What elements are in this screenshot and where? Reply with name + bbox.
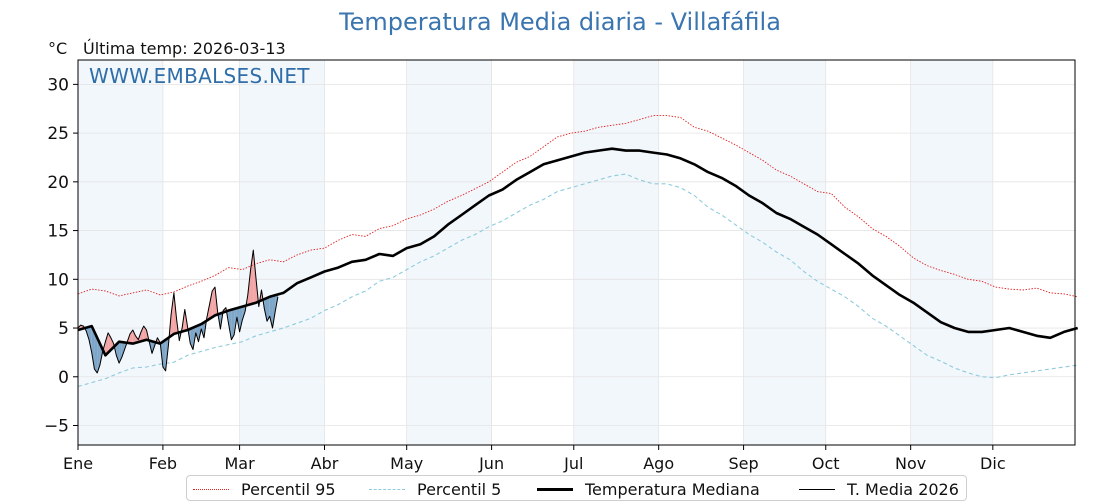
y-tick-label: 0 — [58, 368, 69, 388]
legend-label-median: Temperatura Mediana — [585, 480, 760, 499]
chart-title: Temperatura Media diaria - Villafáfila — [0, 8, 1120, 36]
x-tick-label: Abr — [311, 454, 339, 473]
legend-item-p95: Percentil 95 — [193, 479, 336, 499]
y-axis: −5 0 5 10 15 20 25 30 — [44, 75, 78, 436]
x-tick-label: Feb — [149, 454, 177, 473]
month-band — [407, 60, 492, 445]
y-tick-label: 15 — [47, 222, 69, 242]
x-tick-label: Jun — [478, 454, 504, 473]
x-tick-label: May — [390, 454, 423, 473]
x-tick-label: Jul — [563, 454, 583, 473]
x-tick-label: Nov — [895, 454, 926, 473]
anomaly-fill — [163, 340, 166, 371]
month-band — [911, 60, 993, 445]
y-axis-unit: °C — [48, 39, 67, 58]
x-axis: Ene Feb Mar Abr May Jun Jul Ago Sep Oct Nov Dic — [63, 445, 1006, 473]
legend-label-current: T. Media 2026 — [847, 480, 959, 499]
legend-item-current: T. Media 2026 — [799, 479, 959, 499]
y-tick-label: 10 — [47, 270, 69, 290]
month-bands — [78, 60, 993, 445]
x-tick-label: Mar — [225, 454, 256, 473]
x-tick-label: Sep — [729, 454, 759, 473]
y-tick-label: −5 — [44, 417, 69, 437]
anomaly-fill — [212, 287, 215, 317]
last-temp-label: Última temp: 2026-03-13 — [83, 39, 286, 58]
legend-swatch-median — [537, 488, 573, 491]
y-tick-label: 30 — [47, 75, 69, 95]
legend-item-p5: Percentil 5 — [369, 479, 501, 499]
month-band — [744, 60, 826, 445]
legend-label-p95: Percentil 95 — [241, 480, 336, 499]
legend-swatch-current — [799, 489, 835, 490]
y-tick-label: 5 — [58, 319, 69, 339]
x-tick-label: Ago — [643, 454, 674, 473]
month-band — [78, 60, 163, 445]
x-tick-label: Dic — [980, 454, 1006, 473]
legend-label-p5: Percentil 5 — [417, 480, 501, 499]
legend-swatch-p95 — [193, 489, 229, 490]
x-tick-label: Oct — [812, 454, 840, 473]
watermark: WWW.EMBALSES.NET — [89, 64, 310, 88]
y-tick-label: 25 — [47, 124, 69, 144]
month-band — [240, 60, 325, 445]
y-tick-label: 20 — [47, 173, 69, 193]
legend: Percentil 95 Percentil 5 Temperatura Med… — [186, 475, 967, 501]
legend-swatch-p5 — [369, 489, 405, 490]
legend-item-median: Temperatura Mediana — [537, 479, 760, 499]
x-tick-label: Ene — [63, 454, 93, 473]
